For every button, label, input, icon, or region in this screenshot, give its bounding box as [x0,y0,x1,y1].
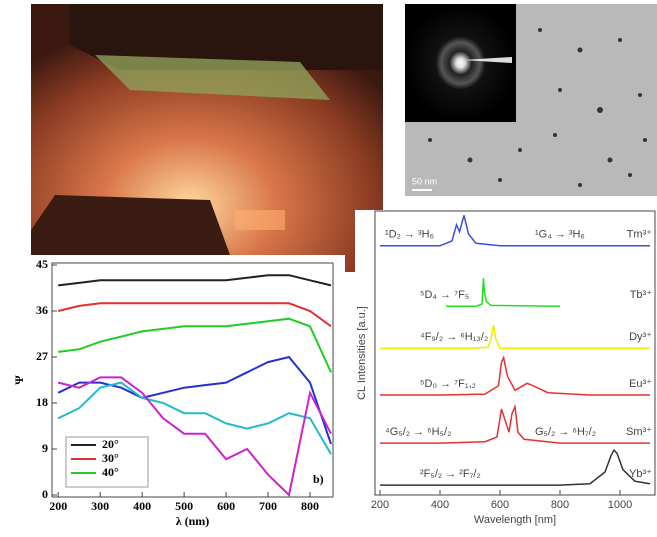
y-axis-label: Ψ [12,375,26,385]
transition-label: ¹D₂ → ³H₆ [385,229,434,241]
x-axis-label: λ (nm) [176,514,210,528]
x-tick-label: 200 [371,499,389,511]
photo [31,4,383,272]
transition-label: G₅/₂ → ⁶H₇/₂ [535,426,596,438]
figure: 50 nm 200 300 400 500 600 700 800 0 9 18 27 36 45 λ (… [0,0,657,532]
x-tick-label: 300 [91,499,109,513]
series-label: Tm³⁺ [627,229,653,241]
x-axis-label: Wavelength [nm] [474,514,556,526]
series-label: Eu³⁺ [629,378,652,390]
transition-label: ²F₅/₂ → ²F₇/₂ [420,468,481,480]
x-tick-label: 400 [133,499,151,513]
x-tick-label: 700 [259,499,277,513]
x-tick-label: 400 [431,499,449,511]
x-tick-label: 600 [491,499,509,511]
y-tick-label: 36 [36,303,48,317]
series-label: Tb³⁺ [630,289,653,301]
x-tick-label: 600 [217,499,235,513]
transition-label: ⁵D₄ → ⁷F₅ [420,289,469,301]
x-tick-label: 1000 [608,499,632,511]
scale-label: 50 nm [412,176,437,186]
y-tick-label: 45 [36,257,48,271]
series-label: Sm³⁺ [626,426,652,438]
panel-label: b) [313,472,324,486]
x-tick-label: 500 [175,499,193,513]
x-tick-label: 800 [301,499,319,513]
x-tick-label: 800 [551,499,569,511]
y-tick-label: 9 [42,441,48,455]
series-label: Dy³⁺ [629,331,652,343]
tem-image: 50 nm [405,4,657,196]
transition-label: ⁴F₉/₂ → ⁶H₁₃/₂ [420,331,488,343]
y-tick-label: 18 [36,395,48,409]
transition-label: ¹G₄ → ³H₆ [535,229,585,241]
legend-label: 30° [102,451,119,465]
x-tick-label: 200 [49,499,67,513]
y-axis-label: CL Intensities [a.u.] [356,306,368,400]
series-label: Yb³⁺ [629,468,652,480]
legend-label: 20° [102,437,119,451]
transition-label: ⁴G₅/₂ → ⁶H₅/₂ [385,426,451,438]
y-tick-label: 0 [42,487,48,501]
transition-label: ⁵D₀ → ⁷F₁,₂ [420,378,476,390]
legend-label: 40° [102,465,119,479]
y-tick-label: 27 [36,349,48,363]
